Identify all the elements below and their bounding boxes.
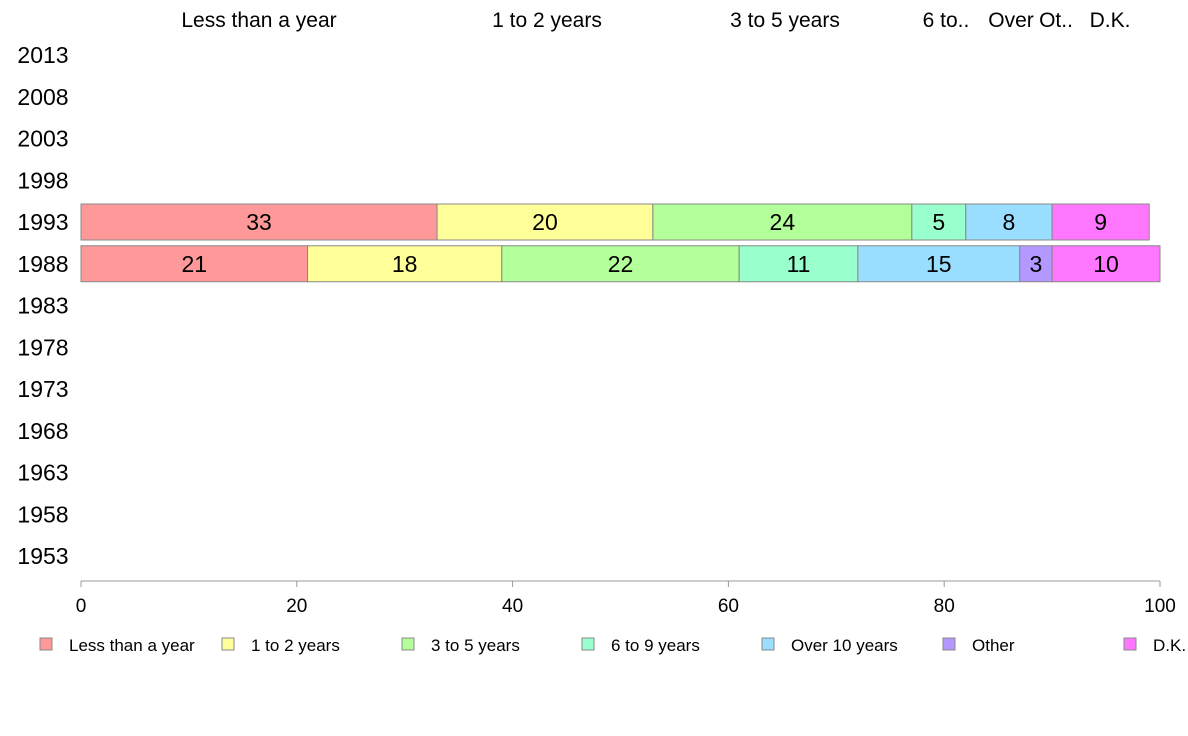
legend-swatch [761, 637, 775, 651]
bar-segment [965, 203, 1053, 241]
column-header-label: Less than a year [181, 9, 336, 32]
bar-value-label: 11 [787, 251, 811, 277]
year-label: 1998 [17, 167, 68, 193]
year-label: 1988 [17, 251, 68, 277]
year-label: 1973 [17, 376, 68, 402]
x-tick-label: 40 [502, 596, 523, 617]
bar-segment [501, 245, 740, 283]
bar-value-label: 15 [926, 251, 952, 277]
x-tick-label: 20 [286, 596, 307, 617]
bar-value-label: 24 [770, 209, 796, 235]
year-label: 1968 [17, 418, 68, 444]
year-label: 2008 [17, 84, 68, 110]
bar-value-label: 9 [1094, 209, 1107, 235]
legend-swatch [39, 637, 53, 651]
legend-swatch [581, 637, 595, 651]
year-axis-labels: 2013 2008 2003 1998 1993 1988 1983 1978 1973 1968… [17, 42, 68, 569]
year-label: 1993 [17, 209, 68, 235]
bar-segment [1051, 203, 1150, 241]
bar-segment [1051, 245, 1161, 283]
bar-value-label: 33 [246, 209, 272, 235]
bar-value-label: 8 [1003, 209, 1016, 235]
year-label: 2013 [17, 42, 68, 68]
bar-value-label: 18 [392, 251, 418, 277]
column-header-label: 6 to.. [923, 9, 970, 32]
bar-value-label: 3 [1030, 251, 1043, 277]
bar-segment [80, 245, 309, 283]
legend-label: 3 to 5 years [431, 636, 520, 655]
column-header-label: D.K. [1090, 9, 1131, 32]
column-header-label: Over [988, 9, 1034, 32]
bar-segment [1019, 245, 1053, 283]
bar-value-label: 20 [532, 209, 558, 235]
bar-segment [307, 245, 503, 283]
x-axis: 0 20 40 60 80 100 [76, 580, 1176, 617]
column-header-labels: Less than a year 1 to 2 years 3 to 5 years… [181, 9, 1130, 32]
x-tick-label: 0 [76, 596, 87, 617]
legend: Less than a year 1 to 2 years 3 to 5 years… [39, 636, 1186, 655]
column-header-label: 1 to 2 years [492, 9, 602, 32]
year-label: 1958 [17, 501, 68, 527]
bar-segment [436, 203, 654, 241]
bar-value-label: 22 [608, 251, 634, 277]
bar-value-label: 5 [932, 209, 945, 235]
year-label: 1953 [17, 543, 68, 569]
x-tick-label: 100 [1144, 596, 1176, 617]
legend-label: Over 10 years [791, 636, 898, 655]
year-label: 1983 [17, 293, 68, 319]
legend-label: 6 to 9 years [611, 636, 700, 655]
bar-segment [738, 245, 859, 283]
column-header-label: 3 to 5 years [730, 9, 840, 32]
legend-label: 1 to 2 years [251, 636, 340, 655]
legend-swatch [401, 637, 415, 651]
bar-value-label: 10 [1093, 251, 1119, 277]
legend-label: Other [972, 636, 1015, 655]
legend-label: D.K. [1153, 636, 1186, 655]
legend-label: Less than a year [69, 636, 195, 655]
bar-segments: 33 20 24 5 8 9 21 18 22 11 15 3 10 [80, 203, 1161, 283]
x-tick-label: 80 [934, 596, 955, 617]
bar-value-label: 21 [181, 251, 207, 277]
bar-segment [652, 203, 913, 241]
year-label: 1963 [17, 460, 68, 486]
year-label: 1978 [17, 334, 68, 360]
year-label: 2003 [17, 126, 68, 152]
bar-segment [80, 203, 438, 241]
legend-swatch [221, 637, 235, 651]
column-header-label: Ot.. [1039, 9, 1073, 32]
x-tick-label: 60 [718, 596, 739, 617]
legend-swatch [942, 637, 956, 651]
legend-swatch [1123, 637, 1137, 651]
